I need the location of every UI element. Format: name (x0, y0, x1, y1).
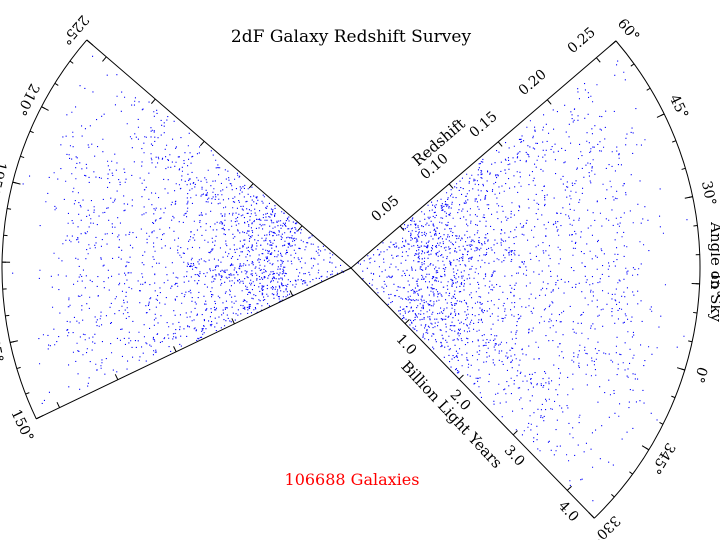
right-wedge-galaxy-points (358, 61, 688, 502)
left-edge-tick-mark (200, 141, 204, 146)
angle-tick-label: 30° (698, 180, 719, 208)
angle-minor-tick (613, 41, 616, 44)
angle-minor-tick (671, 396, 675, 397)
angle-minor-tick (672, 141, 676, 142)
angle-minor-tick (631, 64, 634, 66)
angle-tick-label: 60° (614, 16, 642, 45)
distance-tick-mark (567, 486, 571, 490)
angle-minor-tick (629, 472, 632, 474)
angle-minor-tick (30, 131, 34, 133)
angle-minor-tick (592, 515, 595, 518)
left-edge-tick-mark (57, 402, 60, 407)
left-edge-tick-mark (115, 374, 118, 379)
left-wedge-edge-lower (87, 40, 351, 268)
angle-minor-tick (55, 83, 58, 85)
angle-minor-tick (70, 61, 73, 63)
redshift-tick-mark (449, 184, 453, 189)
chart-title: 2dF Galaxy Redshift Survey (231, 27, 472, 47)
left-wedge-arc (2, 40, 87, 419)
angle-minor-tick (36, 417, 40, 419)
angle-minor-tick (611, 494, 614, 497)
angle-minor-tick (41, 107, 45, 109)
left-wedge-edge-upper (36, 268, 351, 419)
angle-minor-tick (7, 209, 11, 210)
distance-tick-mark (513, 431, 517, 435)
angle-tick-label: 150° (7, 407, 36, 444)
left-wedge-galaxy-points (12, 56, 344, 404)
redshift-tick-mark (596, 58, 600, 63)
angle-tick-label: 45° (666, 92, 691, 121)
angle-minor-tick (659, 422, 663, 424)
left-edge-tick-mark (232, 318, 235, 323)
galaxy-count-annotation: 106688 Galaxies (285, 470, 420, 489)
angle-tick-label: 210° (12, 81, 42, 118)
galaxy-points-layer (12, 56, 687, 501)
redshift-tick-mark (498, 142, 502, 147)
redshift-tick-label: 0.05 (368, 193, 402, 225)
angle-minor-tick (10, 342, 14, 343)
angle-minor-tick (681, 369, 685, 370)
left-edge-tick-mark (151, 99, 155, 104)
distance-tick-label: 1.0 (393, 331, 420, 358)
tick-labels-layer: 0.050.100.150.200.251.02.03.04.060°45°30… (0, 12, 720, 540)
angle-tick-label: 165° (0, 328, 6, 364)
angle-minor-tick (647, 88, 650, 90)
angle-minor-tick (689, 197, 693, 198)
redshift-tick-label: 0.15 (467, 109, 501, 141)
redshift-tick-mark (547, 100, 551, 105)
left-edge-tick-mark (290, 291, 293, 296)
distance-tick-mark (459, 375, 463, 379)
redshift-tick-label: 0.20 (516, 67, 550, 99)
angle-minor-tick (5, 315, 9, 316)
angle-minor-tick (13, 182, 17, 183)
angle-minor-tick (87, 40, 90, 43)
angle-axis-label: Angle on Sky (707, 221, 720, 322)
distance-tick-mark (405, 319, 409, 323)
angle-minor-tick (688, 341, 692, 342)
angle-minor-tick (682, 168, 686, 169)
wedge-frame (2, 40, 700, 518)
left-edge-tick-mark (102, 57, 106, 62)
angle-tick-label: 195° (0, 160, 9, 197)
distance-tick-label: 3.0 (501, 442, 528, 469)
distance-tick-label: 4.0 (555, 498, 582, 525)
angle-minor-tick (20, 156, 24, 157)
angle-minor-tick (26, 393, 30, 394)
left-edge-tick-mark (249, 184, 253, 189)
angle-minor-tick (693, 312, 697, 313)
redshift-tick-label: 0.25 (565, 24, 599, 56)
angle-minor-tick (645, 448, 648, 450)
angle-tick-label: 225° (58, 12, 92, 48)
angle-minor-tick (17, 367, 21, 368)
angle-minor-tick (661, 114, 665, 116)
left-edge-tick-mark (174, 346, 177, 351)
angle-tick-label: 0° (690, 365, 710, 385)
